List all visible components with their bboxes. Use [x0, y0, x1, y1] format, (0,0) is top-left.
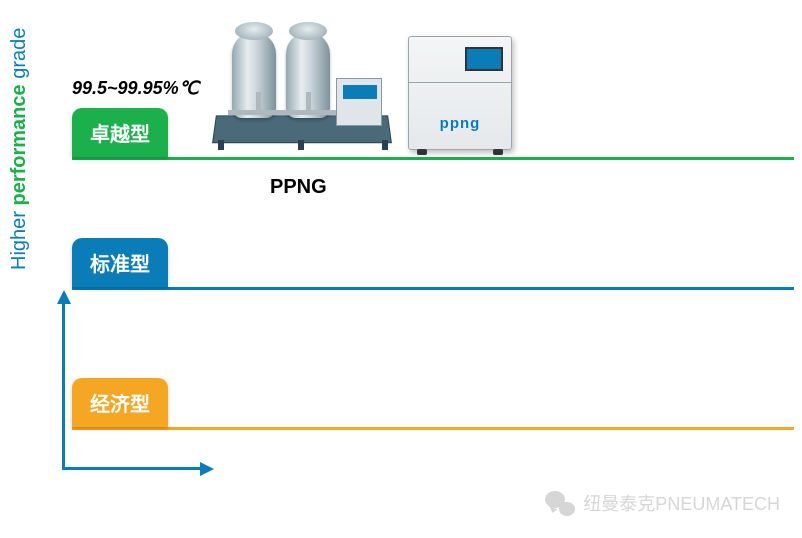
tier-badge-economy: 经济型 [72, 378, 168, 427]
y-axis-word-1: Higher [8, 206, 30, 270]
wechat-icon [545, 490, 575, 516]
wechat-watermark: 纽曼泰克PNEUMATECH [545, 490, 780, 516]
product-code: PPNG [270, 176, 327, 199]
purity-label: 99.5~99.95%℃ [72, 78, 199, 99]
tier-badge-standard: 标准型 [72, 238, 168, 287]
tier-line-excellent [72, 157, 794, 160]
tier-economy: 经济型 [72, 378, 794, 430]
wechat-text: 纽曼泰克PNEUMATECH [583, 490, 780, 516]
tier-line-standard [72, 287, 794, 290]
cabinet-screen-icon [465, 47, 503, 71]
tier-line-economy [72, 427, 794, 430]
y-axis-word-2: performance [8, 84, 30, 205]
axis-arrow-up-icon [57, 290, 71, 304]
tier-excellent: 卓越型 [72, 108, 794, 160]
axis-arrow-right-icon [200, 462, 214, 476]
axis-horizontal [62, 467, 202, 470]
tier-standard: 标准型 [72, 238, 794, 290]
y-axis-label: Higher performance grade [8, 28, 31, 270]
y-axis-word-3: grade [8, 28, 30, 85]
tier-badge-excellent: 卓越型 [72, 108, 168, 157]
axis-vertical [62, 300, 65, 470]
